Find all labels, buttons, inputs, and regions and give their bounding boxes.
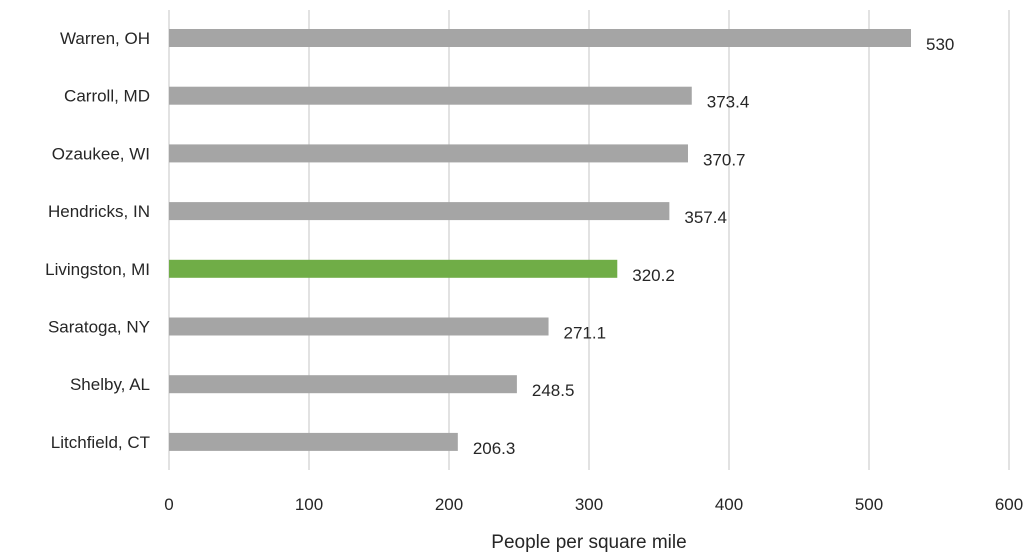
data-label: 206.3 (473, 439, 516, 458)
data-labels: 530 373.4 370.7 357.4 320.2 271.1 248.5 206.3 (473, 35, 955, 458)
category-label: Shelby, AL (70, 375, 150, 394)
bar (169, 375, 517, 394)
bar (169, 432, 458, 451)
x-tick-label: 300 (575, 495, 603, 514)
category-label: Saratoga, NY (48, 318, 150, 337)
data-label: 320.2 (632, 266, 675, 285)
category-label: Ozaukee, WI (52, 144, 150, 163)
x-axis-title: People per square mile (491, 532, 686, 553)
x-tick-label: 100 (295, 495, 323, 514)
data-label: 373.4 (707, 93, 750, 112)
bar (169, 202, 670, 221)
bar (169, 86, 692, 105)
x-tick-label: 200 (435, 495, 463, 514)
x-tick-label: 0 (164, 495, 173, 514)
x-tick-label: 400 (715, 495, 743, 514)
data-label: 530 (926, 35, 954, 54)
x-tick-label: 500 (855, 495, 883, 514)
data-label: 370.7 (703, 150, 746, 169)
bar (169, 259, 618, 278)
data-label: 248.5 (532, 381, 575, 400)
category-labels: Warren, OH Carroll, MD Ozaukee, WI Hendrick… (45, 29, 150, 452)
bar (169, 144, 688, 163)
gridlines (168, 10, 1010, 470)
x-tick-label: 600 (995, 495, 1023, 514)
bars (169, 29, 911, 451)
category-label: Carroll, MD (64, 87, 150, 106)
data-label: 357.4 (684, 208, 727, 227)
category-label: Livingston, MI (45, 260, 150, 279)
category-label: Hendricks, IN (48, 202, 150, 221)
bar (169, 29, 911, 47)
category-label: Litchfield, CT (51, 433, 150, 452)
bar (169, 317, 549, 336)
x-tick-labels: 0 100 200 300 400 500 600 (164, 495, 1023, 514)
category-label: Warren, OH (60, 29, 150, 48)
data-label: 271.1 (564, 324, 607, 343)
